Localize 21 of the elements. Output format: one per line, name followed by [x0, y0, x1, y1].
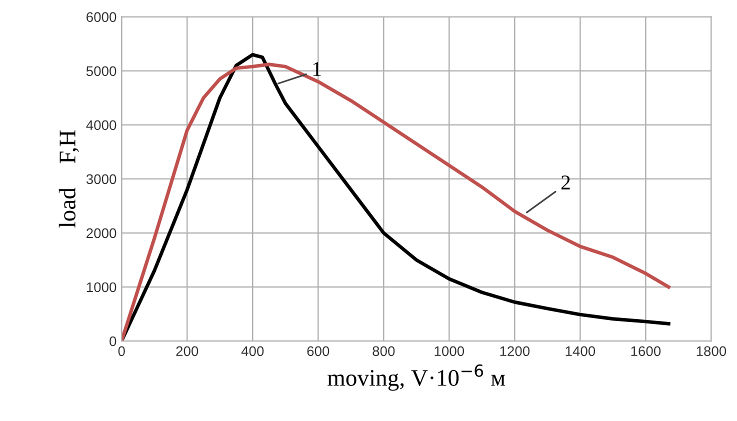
- x-tick-label: 200: [176, 346, 198, 356]
- x-tick-label: 1800: [696, 346, 726, 356]
- x-tick-label: 1000: [434, 346, 464, 356]
- y-tick-label: 3000: [86, 174, 116, 184]
- y-tick-label: 6000: [86, 12, 116, 22]
- y-tick-label: 0: [110, 336, 116, 346]
- x-tick-label: 1200: [500, 346, 530, 356]
- x-tick-label: 1400: [566, 346, 596, 356]
- x-tick-label: 0: [118, 346, 125, 356]
- x-tick-label: 600: [307, 346, 330, 356]
- annotation: 1: [313, 62, 321, 76]
- x-tick-label: 400: [241, 346, 264, 356]
- y-tick-label: 4000: [86, 120, 116, 130]
- x-tick-label: 1600: [631, 346, 661, 356]
- y-tick-label: 2000: [86, 228, 116, 238]
- annotation: 2: [561, 176, 570, 190]
- y-tick-label: 1000: [86, 282, 116, 292]
- y-axis-title: load F,Н: [58, 130, 79, 228]
- x-tick-label: 800: [372, 346, 395, 356]
- x-axis-title: moving, V·10$^{−6}$ м: [328, 364, 506, 391]
- y-tick-label: 5000: [86, 66, 116, 76]
